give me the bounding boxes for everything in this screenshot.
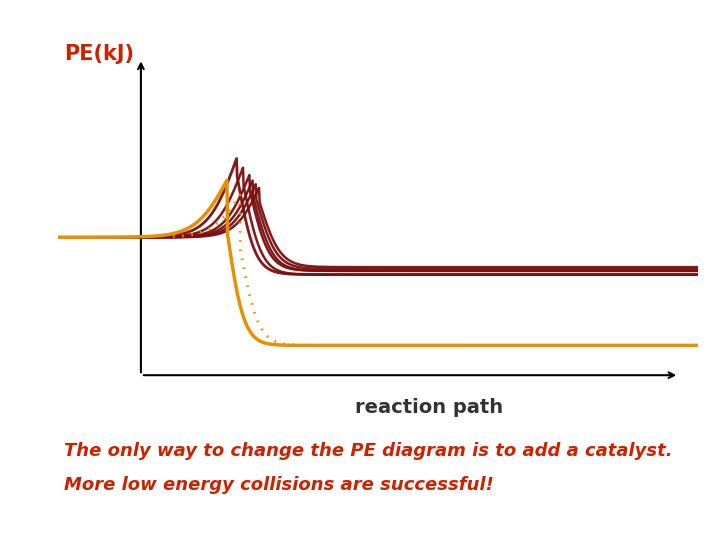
Text: reaction path: reaction path xyxy=(355,397,503,416)
Text: More low energy collisions are successful!: More low energy collisions are successfu… xyxy=(64,476,494,494)
Text: PE(kJ): PE(kJ) xyxy=(64,44,134,64)
Text: The only way to change the PE diagram is to add a catalyst.: The only way to change the PE diagram is… xyxy=(64,442,672,460)
